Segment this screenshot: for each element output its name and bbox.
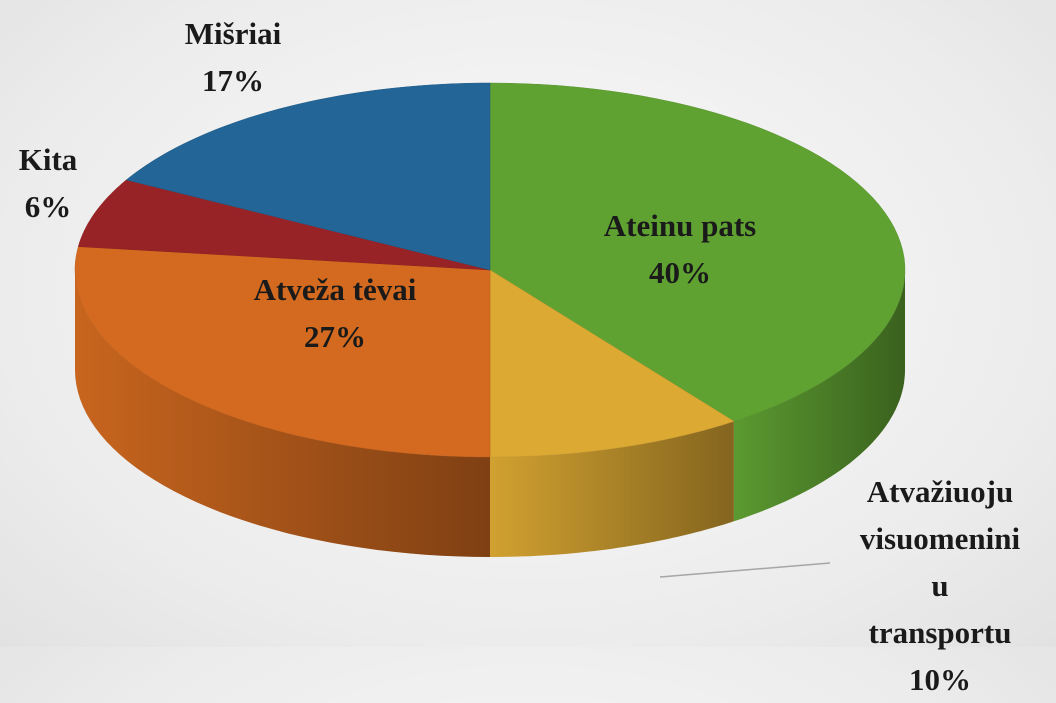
data-label: Kita 6% — [19, 136, 78, 230]
slice-side — [490, 421, 734, 557]
label-value: 10% — [909, 662, 971, 697]
slice — [125, 82, 491, 271]
label-name: Atveža tėvai — [253, 272, 417, 307]
slice — [77, 179, 491, 271]
slice-side — [75, 270, 490, 557]
label-value: 27% — [304, 319, 366, 354]
data-label: Atveža tėvai 27% — [254, 266, 417, 360]
leader-line — [659, 562, 831, 578]
chart — [74, 82, 906, 578]
label-name: Atvažiuoju visuomenini u transportu — [859, 474, 1021, 650]
data-label: Ateinu pats 40% — [604, 202, 756, 296]
slice-side — [733, 270, 905, 522]
slice — [489, 82, 906, 422]
label-name: Ateinu pats — [603, 208, 757, 243]
data-label: Mišriai 17% — [185, 10, 281, 104]
label-name: Kita — [18, 142, 78, 177]
label-name: Mišriai — [184, 16, 282, 51]
label-value: 6% — [24, 189, 72, 224]
label-value: 17% — [201, 63, 264, 98]
label-value: 40% — [648, 255, 711, 290]
data-label: Atvažiuoju visuomenini u transportu 10% — [860, 468, 1020, 703]
slice — [489, 269, 735, 458]
slice — [74, 246, 491, 458]
